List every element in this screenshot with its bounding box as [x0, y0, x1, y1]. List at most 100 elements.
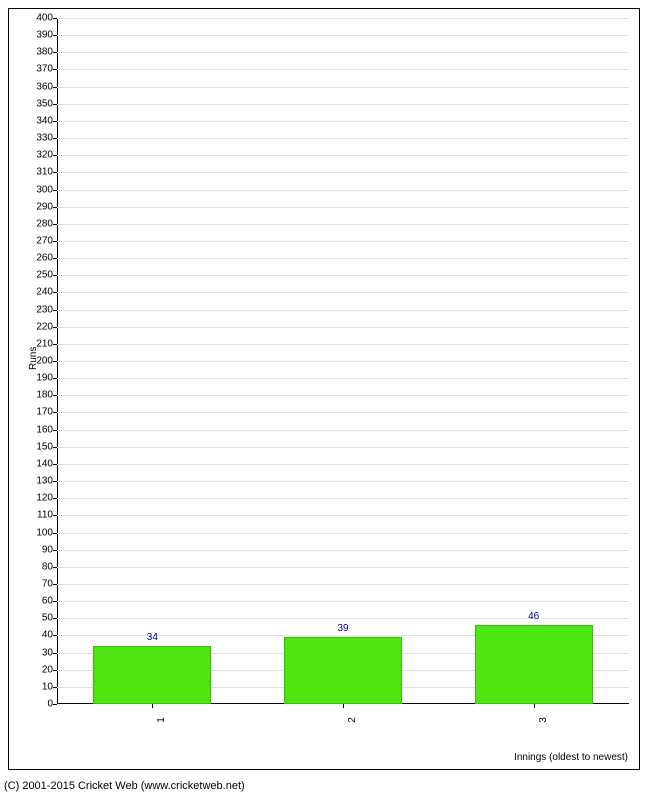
gridline — [57, 241, 629, 242]
y-tick-mark — [53, 670, 57, 671]
gridline — [57, 52, 629, 53]
y-tick-mark — [53, 447, 57, 448]
y-tick-label: 370 — [23, 64, 53, 75]
y-tick-mark — [53, 138, 57, 139]
y-tick-mark — [53, 515, 57, 516]
gridline — [57, 395, 629, 396]
gridline — [57, 378, 629, 379]
y-tick-mark — [53, 52, 57, 53]
gridline — [57, 207, 629, 208]
y-tick-mark — [53, 412, 57, 413]
gridline — [57, 310, 629, 311]
gridline — [57, 498, 629, 499]
y-tick-label: 130 — [23, 476, 53, 487]
y-tick-label: 40 — [23, 630, 53, 641]
y-tick-mark — [53, 275, 57, 276]
gridline — [57, 412, 629, 413]
y-tick-label: 230 — [23, 304, 53, 315]
y-tick-label: 240 — [23, 287, 53, 298]
gridline — [57, 515, 629, 516]
y-tick-mark — [53, 481, 57, 482]
y-tick-label: 250 — [23, 270, 53, 281]
y-tick-label: 70 — [23, 578, 53, 589]
gridline — [57, 447, 629, 448]
y-axis-label: Runs — [28, 347, 39, 370]
x-tick-label: 1 — [156, 717, 167, 723]
y-tick-label: 350 — [23, 98, 53, 109]
bar-value-label: 34 — [147, 632, 158, 643]
y-tick-label: 340 — [23, 115, 53, 126]
y-tick-mark — [53, 430, 57, 431]
gridline — [57, 87, 629, 88]
y-tick-mark — [53, 395, 57, 396]
y-tick-label: 120 — [23, 493, 53, 504]
y-tick-mark — [53, 292, 57, 293]
y-tick-label: 100 — [23, 527, 53, 538]
y-tick-label: 20 — [23, 664, 53, 675]
bar — [93, 646, 211, 704]
gridline — [57, 430, 629, 431]
y-tick-mark — [53, 207, 57, 208]
y-tick-mark — [53, 601, 57, 602]
gridline — [57, 275, 629, 276]
gridline — [57, 104, 629, 105]
y-tick-mark — [53, 464, 57, 465]
y-tick-label: 10 — [23, 681, 53, 692]
gridline — [57, 155, 629, 156]
x-tick-mark — [534, 704, 535, 708]
y-tick-label: 290 — [23, 201, 53, 212]
y-tick-mark — [53, 498, 57, 499]
copyright-text: (C) 2001-2015 Cricket Web (www.cricketwe… — [4, 780, 245, 792]
y-tick-mark — [53, 241, 57, 242]
gridline — [57, 138, 629, 139]
gridline — [57, 258, 629, 259]
y-tick-mark — [53, 567, 57, 568]
gridline — [57, 18, 629, 19]
y-tick-mark — [53, 155, 57, 156]
gridline — [57, 618, 629, 619]
y-tick-label: 30 — [23, 647, 53, 658]
y-tick-mark — [53, 344, 57, 345]
gridline — [57, 344, 629, 345]
y-tick-label: 310 — [23, 167, 53, 178]
y-tick-mark — [53, 224, 57, 225]
gridline — [57, 172, 629, 173]
y-tick-mark — [53, 104, 57, 105]
y-tick-mark — [53, 704, 57, 705]
x-tick-label: 3 — [538, 717, 549, 723]
y-tick-mark — [53, 378, 57, 379]
y-tick-mark — [53, 533, 57, 534]
y-tick-mark — [53, 69, 57, 70]
gridline — [57, 224, 629, 225]
gridline — [57, 121, 629, 122]
y-tick-label: 280 — [23, 218, 53, 229]
y-tick-mark — [53, 687, 57, 688]
bar-value-label: 39 — [337, 623, 348, 634]
y-tick-label: 160 — [23, 424, 53, 435]
gridline — [57, 190, 629, 191]
y-tick-label: 60 — [23, 596, 53, 607]
y-tick-label: 390 — [23, 30, 53, 41]
x-tick-mark — [152, 704, 153, 708]
y-tick-label: 270 — [23, 235, 53, 246]
gridline — [57, 584, 629, 585]
y-tick-mark — [53, 35, 57, 36]
y-tick-label: 400 — [23, 13, 53, 24]
y-tick-label: 300 — [23, 184, 53, 195]
x-tick-label: 2 — [347, 717, 358, 723]
gridline — [57, 464, 629, 465]
y-tick-label: 170 — [23, 407, 53, 418]
y-tick-label: 320 — [23, 150, 53, 161]
y-tick-mark — [53, 584, 57, 585]
y-tick-label: 90 — [23, 544, 53, 555]
x-axis-label: Innings (oldest to newest) — [514, 752, 628, 763]
y-tick-mark — [53, 635, 57, 636]
gridline — [57, 567, 629, 568]
y-tick-label: 380 — [23, 47, 53, 58]
y-tick-mark — [53, 258, 57, 259]
y-tick-mark — [53, 361, 57, 362]
y-tick-label: 260 — [23, 253, 53, 264]
y-tick-mark — [53, 618, 57, 619]
y-tick-mark — [53, 310, 57, 311]
y-tick-label: 140 — [23, 458, 53, 469]
